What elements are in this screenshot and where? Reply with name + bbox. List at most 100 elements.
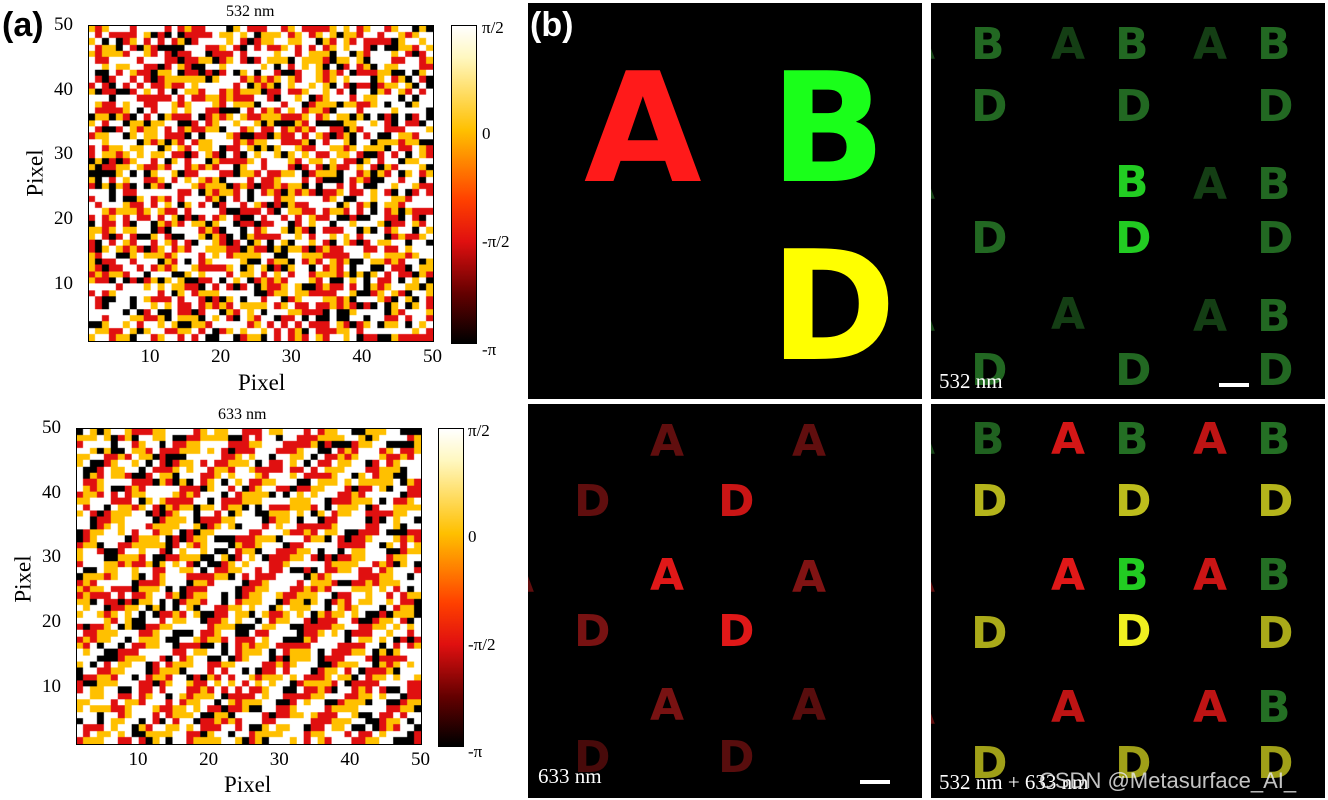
plot-title-532: 532 nm (226, 3, 275, 20)
tile-letter-b: B (1257, 159, 1291, 210)
tile-letter-d: D (574, 476, 611, 527)
tile-letter-d: D (971, 81, 1008, 132)
target-image-panel: A B D (528, 3, 922, 399)
tile-letter-b: B (1115, 414, 1149, 465)
reconstruction-combined-panel: DDDBAAADDDBABAADDDBABABA 532 nm + 633 nm… (931, 404, 1325, 798)
tile-letter-a: A (1193, 414, 1228, 465)
scale-bar-532 (1219, 383, 1249, 387)
tile-letter-a: A (1193, 550, 1228, 601)
reconstruction-532-panel: DDDBAAADDDBABADDDBABABA 532 nm (931, 3, 1325, 399)
colorbar-tick-zero: 0 (468, 527, 477, 546)
tile-letter-a: A (1051, 289, 1086, 340)
colorbar-tick-neg-pi: -π (482, 340, 497, 359)
x-tick-label: 30 (281, 346, 301, 367)
y-tick-label: 20 (54, 208, 73, 230)
y-tick-label: 10 (42, 675, 61, 697)
x-tick-label: 20 (211, 346, 231, 367)
target-letter-b: B (770, 40, 886, 217)
tile-letter-b: B (1257, 682, 1291, 733)
tile-letter-d: D (1115, 476, 1152, 527)
y-tick-label: 40 (54, 78, 73, 100)
tile-letter-a: A (1193, 19, 1228, 70)
tile-letter-a: A (1193, 682, 1228, 733)
y-tick-label: 10 (54, 272, 73, 294)
x-tick-label: 30 (269, 749, 289, 770)
tile-letter-a: A (1051, 550, 1086, 601)
y-axis-title-532: Pixel (22, 149, 48, 197)
scale-bar-633 (860, 780, 890, 784)
x-tick-label: 50 (411, 749, 430, 770)
x-tick-label: 40 (340, 749, 360, 770)
tile-letter-d: D (718, 606, 755, 657)
colorbar-tick-pi-half: π/2 (482, 18, 504, 37)
tile-letter-a: A (931, 556, 935, 600)
y-tick-label: 50 (42, 417, 61, 438)
tile-letter-a: A (650, 416, 685, 467)
tile-letter-b: B (1257, 291, 1291, 342)
tile-letter-b: B (971, 19, 1005, 70)
tile-letter-d: D (1115, 738, 1152, 789)
colorbar-tick-neg-pi-half: -π/2 (482, 232, 510, 251)
x-tick-label: 20 (199, 749, 219, 770)
tile-letter-d: D (971, 608, 1008, 659)
tile-letter-d: D (718, 732, 755, 783)
tile-letter-d: D (971, 476, 1008, 527)
tile-letter-d: D (718, 476, 755, 527)
reconstruction-633-panel: DDAADDAAADDAA 633 nm (528, 404, 922, 798)
y-tick-label: 50 (54, 14, 73, 35)
tile-letter-a: A (1051, 414, 1086, 465)
y-tick-label: 30 (54, 143, 73, 165)
x-axis-title-633: Pixel (224, 772, 272, 797)
target-letter-d: D (770, 218, 897, 395)
tile-letter-d: D (971, 213, 1008, 264)
tile-letter-d: D (1257, 81, 1294, 132)
tile-letter-a: A (792, 416, 827, 467)
tile-letter-a: A (1193, 159, 1228, 210)
tile-letter-d: D (1115, 345, 1152, 396)
phase-heatmap-532 (88, 25, 434, 342)
x-tick-label: 50 (423, 346, 442, 367)
tile-letter-a: A (1051, 682, 1086, 733)
tile-letter-d: D (1257, 476, 1294, 527)
x-axis-title-532: Pixel (238, 370, 286, 395)
tile-letter-d: D (574, 732, 611, 783)
tile-letter-d: D (1257, 738, 1294, 789)
caption-532: 532 nm (939, 369, 1003, 393)
tile-letter-d: D (971, 738, 1008, 789)
tile-letter-a: A (792, 552, 827, 603)
y-tick-label: 40 (42, 481, 61, 503)
tile-letter-a: A (1051, 19, 1086, 70)
tile-letter-b: B (1115, 19, 1149, 70)
colorbar-tick-pi-half: π/2 (468, 421, 490, 440)
tile-letter-a: A (931, 295, 935, 339)
colorbar-tick-zero: 0 (482, 124, 491, 143)
tile-letter-a: A (528, 556, 534, 600)
panel-b-label: (b) (530, 6, 574, 44)
tile-letter-b: B (1257, 550, 1291, 601)
caption-633: 633 nm (538, 764, 602, 788)
tile-letter-d: D (1257, 608, 1294, 659)
tile-letter-b: B (1257, 19, 1291, 70)
target-letter-a: A (584, 40, 702, 217)
tile-letter-d: D (1257, 345, 1294, 396)
tile-letter-d: D (1257, 213, 1294, 264)
colorbar-532 (451, 25, 477, 344)
tile-letter-b: B (1115, 550, 1149, 601)
plot-title-633: 633 nm (218, 406, 267, 423)
colorbar-tick-neg-pi: -π (468, 742, 483, 761)
x-tick-label: 10 (140, 346, 160, 367)
y-tick-label: 20 (42, 611, 61, 633)
tile-letter-d: D (1115, 606, 1152, 657)
caption-combined: 532 nm + 633 nm (939, 770, 1089, 794)
tile-letter-a: A (931, 23, 935, 67)
tile-letter-d: D (971, 345, 1008, 396)
x-tick-label: 10 (128, 749, 148, 770)
tile-letter-d: D (1115, 81, 1152, 132)
phase-heatmap-633 (76, 428, 422, 745)
tile-letter-d: D (1115, 213, 1152, 264)
x-tick-label: 40 (352, 346, 372, 367)
tile-letter-a: A (650, 680, 685, 731)
tile-letter-a: A (1193, 291, 1228, 342)
tile-letter-a: A (792, 680, 827, 731)
tile-letter-b: B (1115, 157, 1149, 208)
